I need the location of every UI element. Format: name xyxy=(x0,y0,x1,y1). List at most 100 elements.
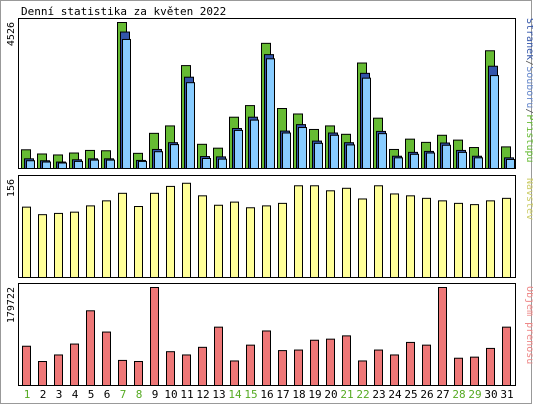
day-label: 15 xyxy=(244,388,257,401)
visits-bar xyxy=(262,205,271,278)
visits-bar xyxy=(470,204,479,278)
volume-bar xyxy=(246,344,255,387)
visits-bar xyxy=(166,185,175,279)
visits-bar xyxy=(214,204,223,278)
pages-bar xyxy=(170,144,179,169)
pages-bar xyxy=(506,158,515,170)
volume-legend-label: Objem přenosu xyxy=(524,286,533,364)
pages-bar xyxy=(458,151,467,170)
visits-bar xyxy=(326,190,335,278)
hits-legend-label: Stránek/Souborů/Přístupů xyxy=(524,18,533,163)
day-label: 1 xyxy=(24,388,31,401)
pages-bar xyxy=(490,75,499,169)
visits-bar xyxy=(22,206,31,278)
volume-bar xyxy=(230,360,239,386)
pages-bar xyxy=(282,132,291,169)
pages-bar xyxy=(426,152,435,169)
volume-bar xyxy=(310,339,319,386)
volume-bar xyxy=(38,361,47,386)
day-label: 26 xyxy=(420,388,433,401)
volume-bar xyxy=(326,338,335,386)
visits-bar xyxy=(102,200,111,279)
volume-bar xyxy=(454,357,463,386)
pages-bar xyxy=(42,161,51,169)
pages-bar xyxy=(410,153,419,170)
legend-files: Souborů xyxy=(524,66,533,108)
day-label: 7 xyxy=(120,388,127,401)
visits-bar xyxy=(310,185,319,279)
volume-bar xyxy=(198,346,207,386)
volume-bar xyxy=(54,354,63,387)
pages-bar xyxy=(90,159,99,169)
pages-bar xyxy=(298,127,307,169)
visits-bar xyxy=(502,197,511,279)
visits-bar xyxy=(182,182,191,278)
visits-bar xyxy=(342,187,351,279)
day-label: 30 xyxy=(484,388,497,401)
volume-bar xyxy=(102,331,111,387)
day-label: 10 xyxy=(164,388,177,401)
day-label: 31 xyxy=(500,388,513,401)
visits-bar xyxy=(134,206,143,278)
visits-bar xyxy=(390,193,399,278)
legend-hits: Přístupů xyxy=(524,114,533,162)
day-label: 24 xyxy=(388,388,402,401)
pages-bar xyxy=(362,77,371,169)
volume-bar xyxy=(166,351,175,386)
day-label: 25 xyxy=(404,388,417,401)
day-label: 4 xyxy=(72,388,79,401)
day-label: 5 xyxy=(88,388,95,401)
visits-bar xyxy=(438,200,447,279)
day-label: 22 xyxy=(356,388,369,401)
day-label: 19 xyxy=(308,388,321,401)
pages-bar xyxy=(122,38,131,169)
day-label: 28 xyxy=(452,388,465,401)
day-label: 16 xyxy=(260,388,273,401)
volume-bar xyxy=(422,344,431,387)
visits-bar xyxy=(86,205,95,278)
volume-bar xyxy=(342,335,351,386)
pages-bar xyxy=(394,157,403,170)
volume-bar xyxy=(86,310,95,387)
day-label: 27 xyxy=(436,388,449,401)
visits-bar xyxy=(406,195,415,278)
pages-bar xyxy=(154,151,163,169)
pages-bar xyxy=(266,58,275,170)
day-label: 18 xyxy=(292,388,305,401)
volume-bars xyxy=(22,287,511,387)
pages-bar xyxy=(218,158,227,169)
day-label: 11 xyxy=(180,388,193,401)
visits-bar xyxy=(230,201,239,278)
pages-bar xyxy=(186,82,195,169)
day-label: 6 xyxy=(104,388,111,401)
visits-bars xyxy=(22,182,511,279)
visits-panel: 156 Návštěv xyxy=(6,175,533,279)
volume-bar xyxy=(182,354,191,387)
day-label: 20 xyxy=(324,388,337,401)
hits-ymax-label: 4526 xyxy=(6,22,17,46)
visits-bar xyxy=(374,185,383,279)
visits-bar xyxy=(454,202,463,278)
volume-ymax-label: 179722 xyxy=(6,287,17,323)
volume-bar xyxy=(134,361,143,386)
volume-bar xyxy=(22,345,31,386)
pages-bar xyxy=(138,160,147,170)
visits-bar xyxy=(278,202,287,278)
visits-ymax-label: 156 xyxy=(6,179,17,197)
pages-bar xyxy=(442,144,451,170)
day-label: 8 xyxy=(136,388,143,401)
pages-bar xyxy=(378,133,387,169)
pages-bar xyxy=(474,157,483,170)
volume-bar xyxy=(70,343,79,387)
day-label: 12 xyxy=(196,388,209,401)
volume-bar xyxy=(150,287,159,386)
day-label: 9 xyxy=(152,388,159,401)
visits-bar xyxy=(54,212,63,278)
visits-bar xyxy=(70,211,79,279)
visits-bar xyxy=(246,207,255,278)
pages-bar xyxy=(26,160,35,170)
volume-bar xyxy=(438,287,447,386)
visits-bar xyxy=(150,192,159,278)
volume-bar xyxy=(406,341,415,387)
